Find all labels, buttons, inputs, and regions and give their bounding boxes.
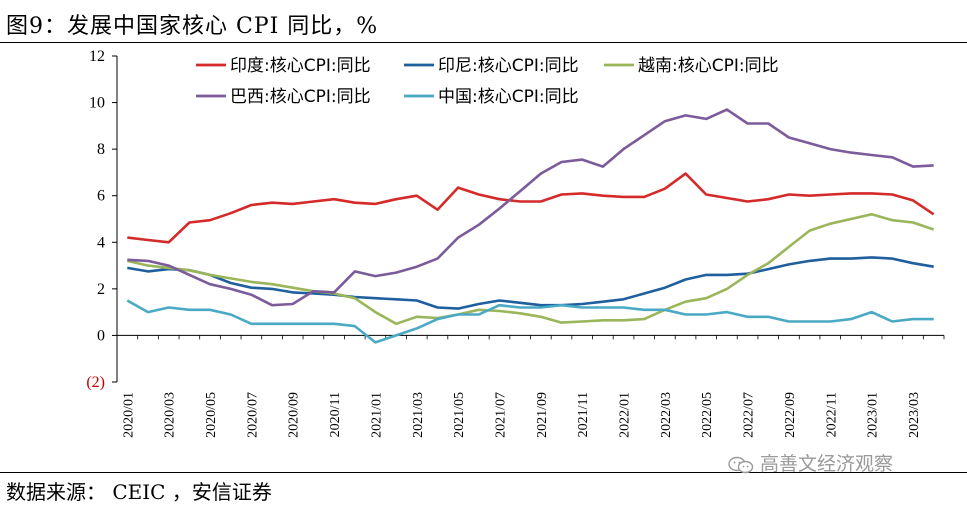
x-tick-label: 2021/05 <box>452 392 467 438</box>
title-divider <box>0 42 967 43</box>
x-tick-label: 2020/09 <box>287 392 302 438</box>
y-tick-label: 4 <box>97 234 105 251</box>
y-tick-label: 0 <box>97 327 105 344</box>
x-tick-label: 2023/01 <box>866 392 881 438</box>
legend-label-3: 越南:核心CPI:同比 <box>638 56 779 76</box>
y-tick-label: 8 <box>97 141 105 158</box>
series-line-4 <box>127 108 934 307</box>
x-tick-label: 2020/03 <box>163 392 178 438</box>
y-tick-label: 10 <box>89 95 105 112</box>
x-tick-label: 2021/09 <box>535 392 550 438</box>
axes-layer: 12 10 8 6 4 2 0 (2) 2020/01 2020/03 2020/05 2020/07… <box>86 48 945 438</box>
x-tick-label: 2023/03 <box>907 392 922 438</box>
x-tick-label: 2020/01 <box>121 392 136 438</box>
legend-label-5: 中国:核心CPI:同比 <box>438 87 579 107</box>
series-line-3 <box>127 213 935 326</box>
series-line-1 <box>127 172 935 244</box>
y-tick-label: 2 <box>97 281 105 298</box>
series-line-2 <box>127 256 934 310</box>
legend-label-4: 巴西:核心CPI:同比 <box>230 87 371 107</box>
x-tick-label: 2021/03 <box>411 392 426 438</box>
x-tick-label: 2022/11 <box>824 392 839 437</box>
x-tick-label: 2020/11 <box>328 392 343 437</box>
y-tick-label: (2) <box>86 374 105 391</box>
x-tick-label: 2021/11 <box>576 392 591 437</box>
x-tick-label: 2020/07 <box>245 392 260 438</box>
y-tick-label: 6 <box>97 188 105 205</box>
watermark-text: 高善文经济观察 <box>760 453 894 475</box>
legend-label-1: 印度:核心CPI:同比 <box>230 56 371 76</box>
legend-label-2: 印尼:核心CPI:同比 <box>438 56 579 76</box>
figure-title: 图9：发展中国家核心 CPI 同比，% <box>6 14 379 39</box>
source-note: 数据来源： CEIC ，安信证券 <box>6 480 272 504</box>
x-tick-label: 2022/05 <box>700 392 715 438</box>
x-tick-label: 2022/01 <box>618 392 633 438</box>
x-tick-label: 2021/07 <box>493 392 508 438</box>
y-tick-label: 12 <box>89 48 105 65</box>
x-tick-label: 2022/03 <box>659 392 674 438</box>
x-tick-label: 2020/05 <box>204 392 219 438</box>
x-tick-label: 2021/01 <box>369 392 384 438</box>
line-chart: 12 10 8 6 4 2 0 (2) 2020/01 2020/03 2020/05 2020/07… <box>86 48 945 438</box>
wechat-logo-icon <box>728 456 754 473</box>
series-layer <box>126 108 935 344</box>
series-line-5 <box>126 299 934 344</box>
legend: 印度:核心CPI:同比 印尼:核心CPI:同比 越南:核心CPI:同比巴西:核心CP… <box>196 56 779 107</box>
x-tick-label: 2022/07 <box>742 392 757 438</box>
watermark: 高善文经济观察 <box>728 449 893 476</box>
source-divider <box>0 472 967 473</box>
x-tick-label: 2022/09 <box>783 392 798 438</box>
